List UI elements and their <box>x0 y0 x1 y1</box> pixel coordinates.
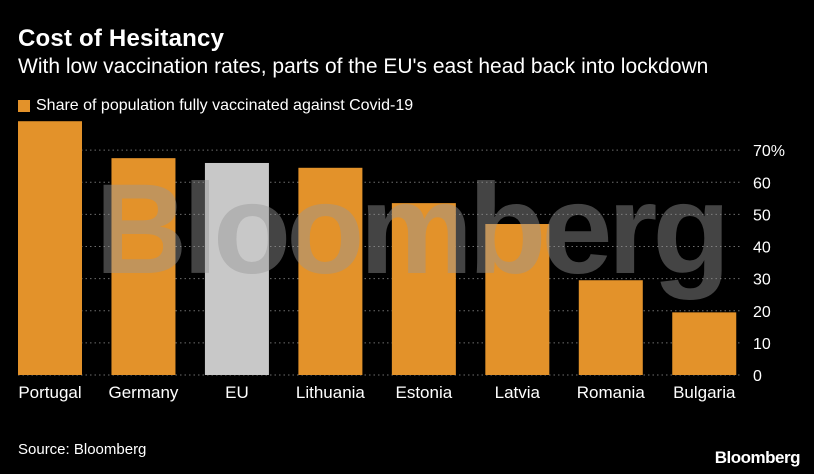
bar-bulgaria <box>672 312 737 375</box>
legend-swatch <box>18 100 30 112</box>
x-tick-label: Latvia <box>495 383 541 402</box>
bar-latvia <box>485 224 550 375</box>
chart-subtitle: With low vaccination rates, parts of the… <box>18 55 709 78</box>
x-tick-label: Romania <box>577 383 646 402</box>
x-tick-label: Germany <box>109 383 179 402</box>
bar-romania <box>578 280 643 375</box>
brand-logo: Bloomberg <box>714 448 801 467</box>
x-tick-label: Bulgaria <box>673 383 736 402</box>
chart-title: Cost of Hesitancy <box>18 25 225 52</box>
legend: Share of population fully vaccinated aga… <box>18 96 413 116</box>
x-tick-label: Estonia <box>396 383 453 402</box>
bar-estonia <box>391 203 456 375</box>
y-tick-label: 20 <box>753 304 771 321</box>
x-tick-label: Lithuania <box>296 383 366 402</box>
y-tick-label: 0 <box>753 368 762 385</box>
y-tick-label: 70% <box>753 143 785 160</box>
y-tick-label: 50 <box>753 207 771 224</box>
bar-eu <box>204 162 269 375</box>
source-note: Source: Bloomberg <box>18 441 147 458</box>
y-tick-label: 30 <box>753 272 771 289</box>
bar-portugal <box>18 121 82 376</box>
y-tick-label: 60 <box>753 175 771 192</box>
y-tick-label: 10 <box>753 336 771 353</box>
x-tick-label: Portugal <box>18 383 81 402</box>
legend-label: Share of population fully vaccinated aga… <box>36 97 414 114</box>
bar-lithuania <box>298 167 363 375</box>
bar-germany <box>111 158 176 375</box>
y-tick-label: 40 <box>753 240 771 257</box>
x-tick-label: EU <box>225 383 249 402</box>
